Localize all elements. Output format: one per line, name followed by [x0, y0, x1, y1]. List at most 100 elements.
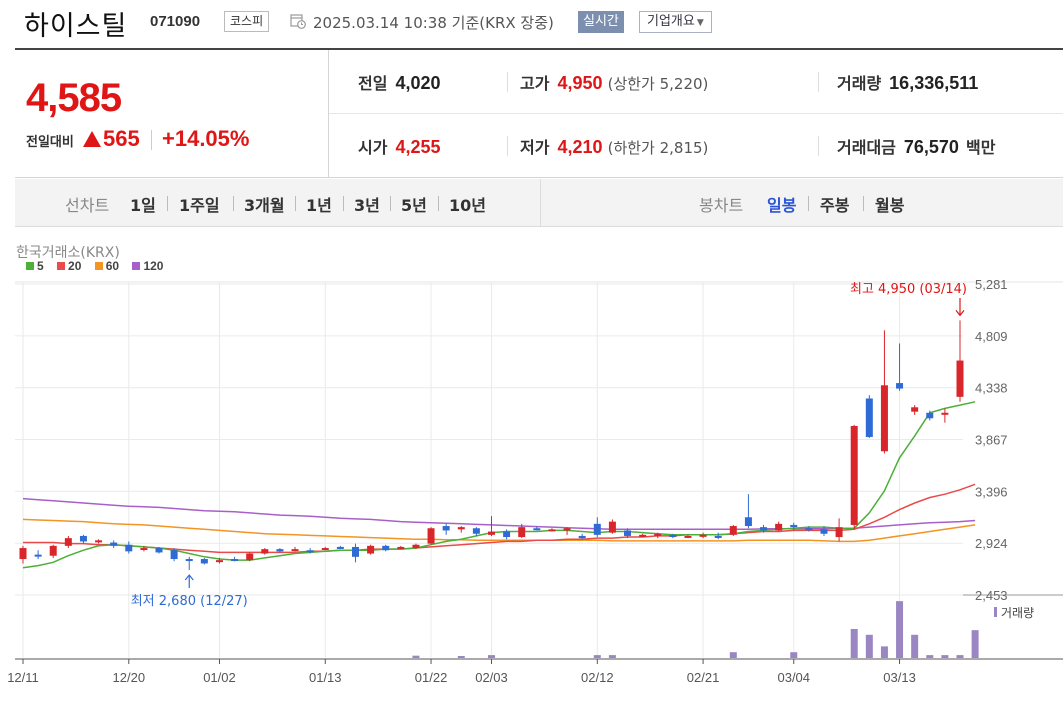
low-annotation: 최저 2,680 (12/27)	[131, 594, 248, 609]
x-tick-label: 12/11	[7, 670, 39, 685]
trade-value: 거래대금 76,570 백만	[837, 134, 1004, 158]
candle-body	[850, 425, 858, 525]
timestamp: 2025.03.14 10:38 기준(KRX 장중)	[313, 12, 554, 33]
candlestick-chart[interactable]: 5,281 4,809 4,338 3,867 3,396 2,924 2,453 12/11…	[0, 270, 1063, 711]
volume-bar	[790, 652, 798, 658]
candle-body	[608, 521, 616, 533]
y-tick-label: 5,281	[975, 277, 1008, 292]
candle-body	[64, 538, 72, 546]
tab-3year[interactable]: 3년	[354, 196, 380, 215]
candle-body	[185, 559, 193, 562]
tab-divider	[295, 196, 296, 211]
company-overview-button[interactable]: 기업개요 ▼	[639, 11, 712, 33]
chevron-down-icon: ▼	[696, 18, 704, 28]
candle-body	[729, 526, 737, 535]
candle-body	[427, 528, 435, 544]
realtime-badge[interactable]: 실시간	[578, 11, 624, 33]
legend-label: 60	[105, 259, 120, 273]
open-label: 시가	[358, 138, 388, 157]
current-price-box: 4,585 전일대비 565 +14.05%	[15, 50, 329, 177]
candle-body	[215, 560, 223, 563]
candle-body	[760, 527, 768, 531]
low-value: 4,210	[557, 137, 603, 157]
candle-body	[820, 529, 828, 534]
x-tick-label: 12/20	[113, 670, 146, 685]
price-summary: 4,585 전일대비 565 +14.05% 전일 4,020 고가 4,950 (…	[15, 50, 1063, 178]
volume-bar	[457, 656, 465, 658]
candle-body	[382, 545, 390, 551]
tab-1year[interactable]: 1년	[306, 196, 332, 215]
tab-divider	[167, 196, 168, 211]
trade-value-value: 76,570	[903, 137, 959, 157]
tab-divider	[233, 196, 234, 211]
candle-body	[125, 544, 133, 552]
triangle-up-icon	[83, 131, 101, 147]
volume-bar	[956, 655, 964, 658]
legend-ma60: 60	[94, 259, 120, 273]
tab-5year[interactable]: 5년	[401, 196, 427, 215]
y-tick-label: 3,867	[975, 433, 1008, 448]
candle-body	[367, 545, 375, 554]
tab-1week[interactable]: 1주일	[179, 196, 220, 215]
candle-body	[488, 531, 495, 535]
candle-body	[19, 548, 27, 560]
candle-body	[926, 412, 934, 419]
volume: 거래량 16,336,511	[837, 70, 978, 94]
volume-bar	[850, 629, 858, 658]
high-price: 고가 4,950 (상한가 5,220)	[520, 70, 708, 94]
tab-10year[interactable]: 10년	[449, 196, 486, 215]
candle-body	[276, 549, 284, 552]
calendar-clock-icon	[290, 14, 306, 29]
candle-body	[170, 550, 178, 560]
legend-swatch	[26, 262, 34, 270]
candle-body	[110, 542, 118, 546]
header-divider	[15, 48, 1063, 50]
candle-body	[518, 527, 526, 538]
candle-body	[336, 546, 344, 549]
stock-header: 하이스틸 071090 코스피 2025.03.14 10:38 기준(KRX …	[0, 0, 1063, 46]
x-tick-label: 03/04	[777, 670, 810, 685]
candle-body	[472, 528, 480, 534]
candle-body	[956, 360, 964, 397]
legend-swatch	[94, 262, 103, 270]
volume-bar	[412, 655, 420, 658]
legend-swatch	[132, 262, 141, 270]
tab-1day[interactable]: 1일	[130, 196, 156, 215]
ma-legend: 5 20 60 120	[26, 259, 173, 273]
candle-body	[896, 383, 904, 389]
candle-body	[714, 535, 722, 538]
candle-body	[351, 546, 359, 557]
tab-divider	[343, 196, 344, 211]
volume-bar	[729, 652, 737, 658]
candle-body	[790, 524, 798, 528]
high-value: 4,950	[557, 73, 603, 93]
open-value: 4,255	[395, 137, 441, 157]
x-tick-label: 01/22	[415, 670, 448, 685]
tab-daily[interactable]: 일봉	[767, 196, 797, 215]
stock-name: 하이스틸	[24, 11, 128, 42]
tab-divider	[438, 196, 439, 211]
candle-body	[34, 554, 42, 557]
legend-ma20: 20	[57, 259, 81, 273]
trade-value-unit: 백만	[966, 138, 996, 157]
tab-3month[interactable]: 3개월	[244, 196, 285, 215]
x-tick-label: 01/13	[309, 670, 342, 685]
candle-body	[155, 548, 163, 553]
timestamp-basis: 기준(KRX 장중)	[451, 14, 554, 32]
current-price: 4,585	[26, 76, 122, 120]
volume-value: 16,336,511	[889, 73, 979, 93]
candle-body	[593, 523, 601, 535]
tab-weekly[interactable]: 주봉	[820, 196, 850, 215]
legend-swatch	[57, 262, 66, 270]
candle-body	[49, 545, 57, 556]
candle-body	[442, 526, 450, 531]
candle-body	[246, 553, 254, 561]
y-tick-label: 4,338	[975, 381, 1008, 396]
candle-body	[261, 549, 269, 554]
chart-tabs: 선차트 1일 1주일 3개월 1년 3년 5년 10년 봉차트 일봉 주봉 월봉	[15, 179, 1063, 227]
legend-ma5: 5	[26, 259, 44, 273]
upper-limit: (상한가 5,220)	[607, 75, 709, 93]
stat-divider	[818, 136, 819, 156]
tab-monthly[interactable]: 월봉	[875, 196, 905, 215]
ma5-line	[22, 401, 976, 569]
